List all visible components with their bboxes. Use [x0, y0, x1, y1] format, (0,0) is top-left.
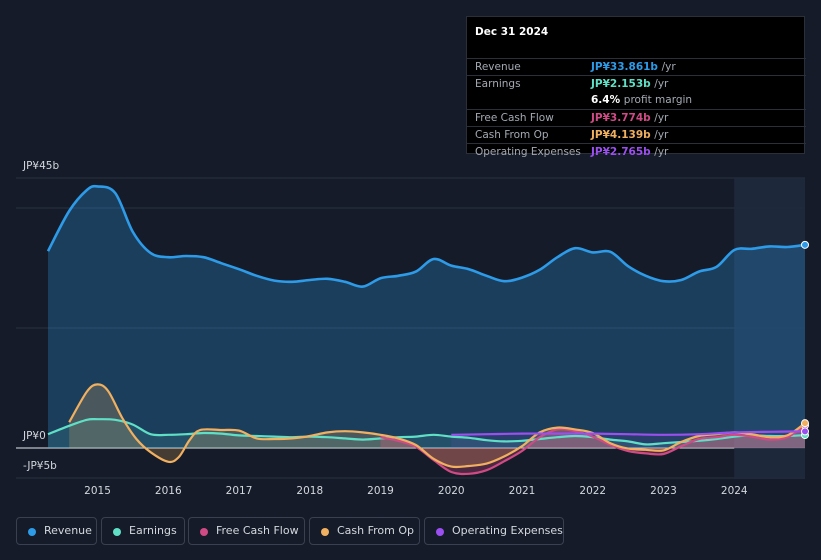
tooltip-value: JP¥2.765b /yr — [591, 146, 669, 158]
x-tick-label: 2018 — [296, 485, 324, 497]
series-line-revenue — [46, 184, 806, 288]
x-tick-label: 2023 — [650, 485, 677, 497]
tooltip-row-revenue: Revenue JP¥33.861b /yr — [467, 58, 806, 76]
x-tick-label: 2024 — [720, 485, 748, 497]
x-tick-label: 2020 — [437, 485, 465, 497]
legend-item-earnings[interactable]: Earnings — [101, 517, 185, 545]
x-tick-label: 2021 — [508, 485, 536, 497]
series-line-cash-from-op — [68, 383, 806, 469]
series-endpoint-operating-expenses — [801, 427, 809, 436]
x-tick-label: 2019 — [367, 485, 394, 497]
legend-item-free-cash-flow[interactable]: Free Cash Flow — [188, 517, 305, 545]
chart-series-layer — [46, 184, 809, 476]
legend-dot-icon — [200, 528, 208, 536]
series-line-free-cash-flow — [380, 424, 806, 476]
tooltip-label: Earnings — [475, 78, 521, 90]
tooltip-date: Dec 31 2024 — [475, 26, 549, 38]
series-endpoint-revenue — [801, 240, 809, 249]
x-tick-label: 2016 — [154, 485, 182, 497]
x-tick-label: 2015 — [84, 485, 111, 497]
legend-dot-icon — [321, 528, 329, 536]
tooltip-label: Cash From Op — [475, 129, 549, 141]
tooltip-value: 6.4% profit margin — [591, 94, 693, 106]
tooltip-row-profit-margin: 6.4% profit margin — [467, 92, 806, 109]
y-tick-label-zero: JP¥0 — [23, 430, 46, 442]
y-tick-label-top: JP¥45b — [23, 160, 60, 172]
legend-item-cash-from-op[interactable]: Cash From Op — [309, 517, 420, 545]
x-tick-label: 2017 — [225, 485, 253, 497]
y-tick-label-bottom: -JP¥5b — [23, 460, 57, 472]
tooltip-row-free-cash-flow: Free Cash Flow JP¥3.774b /yr — [467, 109, 806, 127]
legend-item-operating-expenses[interactable]: Operating Expenses — [424, 517, 564, 545]
legend-dot-icon — [436, 528, 444, 536]
legend-label: Earnings — [129, 524, 177, 537]
legend-dot-icon — [28, 528, 36, 536]
tooltip-value: JP¥2.153b /yr — [591, 78, 669, 90]
series-line-operating-expenses — [451, 430, 806, 436]
x-tick-label: 2022 — [579, 485, 607, 497]
legend-label: Free Cash Flow — [216, 524, 299, 537]
chart-gridlines — [16, 177, 805, 479]
tooltip-row-operating-expenses: Operating Expenses JP¥2.765b /yr — [467, 143, 806, 158]
tooltip-label: Operating Expenses — [475, 146, 581, 158]
legend-label: Cash From Op — [337, 524, 415, 537]
legend-item-revenue[interactable]: Revenue — [16, 517, 97, 545]
tooltip-value: JP¥33.861b /yr — [591, 61, 676, 73]
series-area-free-cash-flow — [380, 425, 805, 474]
tooltip-value: JP¥4.139b /yr — [591, 129, 669, 141]
legend-label: Revenue — [44, 524, 92, 537]
tooltip-value: JP¥3.774b /yr — [591, 112, 669, 124]
series-area-cash-from-op — [69, 384, 805, 468]
tooltip-label: Free Cash Flow — [475, 112, 554, 124]
forecast-highlight-region — [734, 178, 805, 479]
tooltip-row-cash-from-op: Cash From Op JP¥4.139b /yr — [467, 126, 806, 144]
series-endpoint-cash-from-op — [801, 419, 809, 428]
tooltip-row-earnings: Earnings JP¥2.153b /yr — [467, 75, 806, 93]
legend-label: Operating Expenses — [452, 524, 563, 537]
series-area-revenue — [48, 186, 805, 448]
series-area-operating-expenses — [451, 431, 805, 448]
data-tooltip: Dec 31 2024 Revenue JP¥33.861b /yr Earni… — [466, 16, 806, 158]
tooltip-label: Revenue — [475, 61, 521, 73]
legend-dot-icon — [113, 528, 121, 536]
